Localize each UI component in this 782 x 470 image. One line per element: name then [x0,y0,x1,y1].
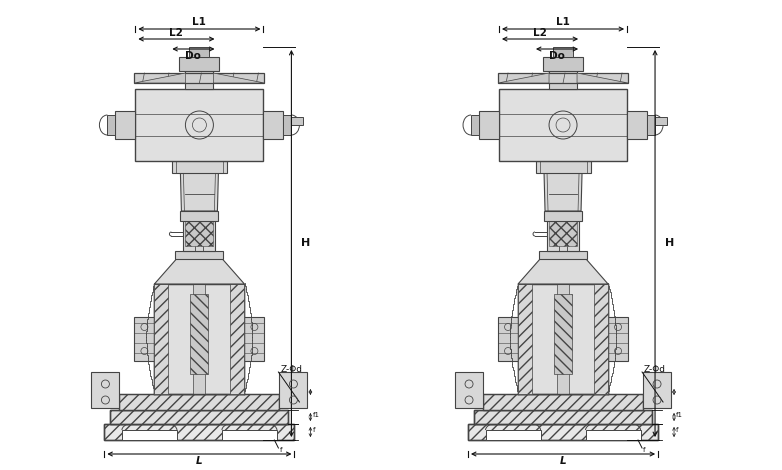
Bar [553,47,573,57]
Bar [468,424,658,440]
Bar [468,424,658,440]
Text: f1: f1 [313,412,319,418]
Bar [222,430,277,440]
Bar [116,111,135,139]
Bar [483,394,643,410]
Text: Do: Do [549,51,565,61]
Text: L1: L1 [192,17,206,27]
Text: Do: Do [185,51,201,61]
Text: f1: f1 [676,412,683,418]
Text: f: f [313,427,315,433]
Bar [643,372,671,408]
Bar [154,284,245,394]
Bar [190,294,209,374]
Bar [627,111,647,139]
Text: L1: L1 [556,17,570,27]
Bar [135,73,264,83]
Text: f: f [676,427,679,433]
Bar [292,118,303,125]
Bar [655,118,667,125]
Bar [185,221,213,246]
Bar [471,115,479,135]
Bar [518,284,608,394]
Bar [135,89,264,161]
Bar [120,394,279,410]
Polygon shape [544,173,582,211]
Text: L2: L2 [170,28,183,38]
Bar [122,430,177,440]
Bar [231,284,245,394]
Bar [120,394,279,410]
Bar [455,372,483,408]
Bar [185,67,213,89]
Polygon shape [154,259,245,284]
Bar [184,216,215,251]
Bar [498,317,518,361]
Bar [107,115,116,135]
Bar [483,394,643,410]
Bar [175,251,224,259]
Bar [135,317,154,361]
Bar [536,161,590,173]
Bar [486,430,540,440]
Bar [554,294,572,374]
Bar [154,284,168,394]
Text: Z-Φd: Z-Φd [644,365,666,374]
Text: f: f [279,447,282,453]
Bar [549,221,577,246]
Text: L: L [560,456,566,466]
Bar [172,161,227,173]
Bar [193,284,206,394]
Text: Z-Φd: Z-Φd [281,365,303,374]
Text: f: f [643,447,645,453]
Polygon shape [213,73,264,83]
Bar [499,89,627,161]
Bar [543,57,583,71]
Bar [479,111,499,139]
Bar [105,424,294,440]
Bar [279,372,307,408]
Bar [105,424,294,440]
Bar [594,284,608,394]
Bar [498,73,628,83]
Bar [264,111,283,139]
Polygon shape [498,73,549,83]
Bar [189,47,210,57]
Polygon shape [577,73,628,83]
Bar [110,410,289,424]
Polygon shape [181,173,218,211]
Bar [544,211,582,221]
Text: L: L [196,456,203,466]
Bar [283,115,292,135]
Bar [181,211,218,221]
Bar [586,430,640,440]
Text: H: H [301,238,310,249]
Bar [547,216,579,251]
Text: H: H [665,238,674,249]
Bar [647,115,655,135]
Polygon shape [518,259,608,284]
Bar [474,410,652,424]
Bar [518,284,532,394]
Bar [539,251,587,259]
Text: L2: L2 [533,28,547,38]
Bar [179,57,220,71]
Bar [557,284,569,394]
Bar [608,317,628,361]
Bar [245,317,264,361]
Polygon shape [135,73,185,83]
Bar [91,372,120,408]
Bar [549,67,577,89]
Bar [110,410,289,424]
Bar [474,410,652,424]
